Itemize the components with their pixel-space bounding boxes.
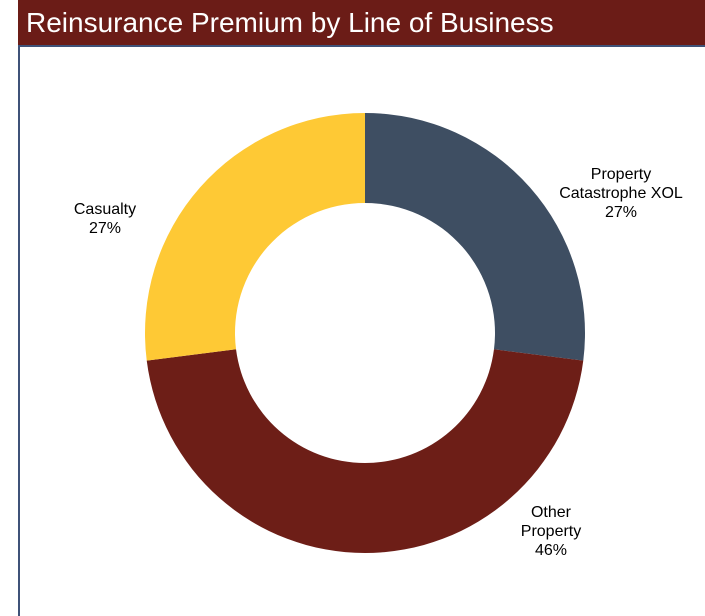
value-label: 27% [604, 204, 638, 221]
chart-title: Reinsurance Premium by Line of Business [18, 0, 705, 45]
slice-label: Casualty 27% [40, 200, 170, 238]
value-label: 27% [88, 220, 122, 237]
slice-label: Other Property 46% [486, 503, 616, 560]
slice-label: Property Catastrophe XOL 27% [556, 165, 686, 222]
category-label: Other Property [520, 504, 582, 540]
category-label: Casualty [73, 201, 137, 218]
donut-slice [146, 349, 584, 553]
donut-slice [144, 113, 365, 361]
value-label: 46% [534, 542, 568, 559]
chart-frame [18, 45, 705, 616]
category-label: Property Catastrophe XOL [559, 166, 683, 202]
donut-slice [365, 113, 586, 361]
